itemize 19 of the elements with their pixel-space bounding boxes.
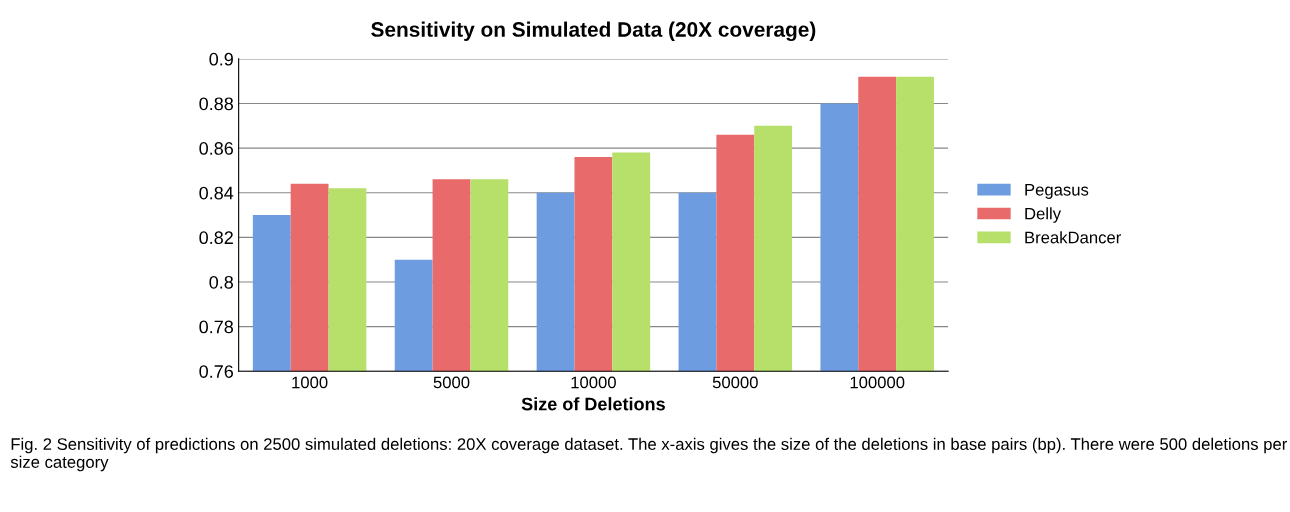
legend-label: BreakDancer — [1025, 231, 1121, 244]
x-axis-title: Size of Deletions — [521, 397, 665, 411]
chart-title: Sensitivity on Simulated Data (20X coverage) — [371, 21, 816, 42]
y-tick-label: 0.9 — [209, 52, 233, 66]
legend-label: Pegasus — [1025, 184, 1089, 199]
y-tick-label: 0.78 — [199, 320, 234, 334]
y-tick-label: 0.82 — [199, 231, 233, 245]
x-tick-label: 5000 — [433, 376, 470, 389]
y-tick-label: 0.76 — [199, 365, 233, 378]
y-tick-label: 0.88 — [199, 97, 234, 111]
x-tick-label: 100000 — [850, 376, 905, 389]
y-tick-label: 0.86 — [199, 142, 233, 155]
y-tick-label: 0.84 — [199, 186, 234, 200]
legend-label: Delly — [1025, 207, 1062, 223]
x-tick-label: 1000 — [292, 376, 328, 389]
x-tick-label: 50000 — [712, 376, 758, 389]
caption: Fig. 2 Sensitivity of predictions on 2500 simulated deletions: 20X coverage dataset. The x-axis gives the size of the deletions in base pairs (bp). There were 500 deletions per size category — [10, 437, 1288, 472]
y-tick-label: 0.8 — [209, 275, 234, 289]
x-tick-label: 10000 — [571, 376, 616, 389]
